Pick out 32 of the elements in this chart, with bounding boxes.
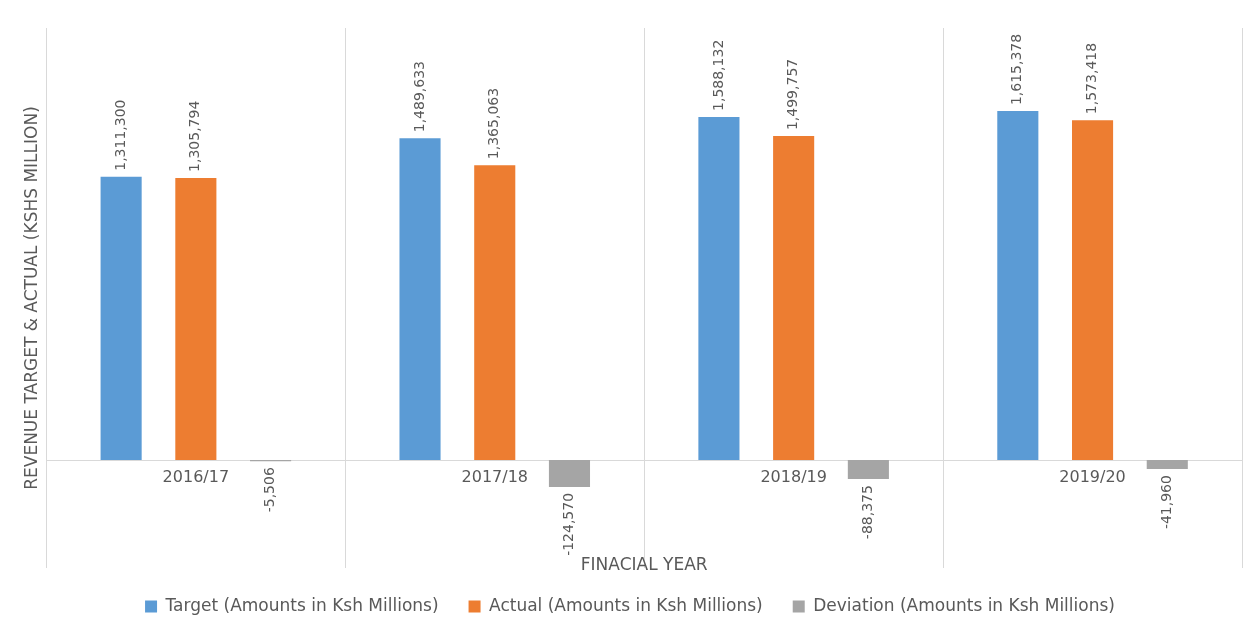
data-label: 1,365,063 <box>485 87 502 160</box>
legend-label: Target (Amounts in Ksh Millions) <box>164 594 439 615</box>
y-axis-title: REVENUE TARGET & ACTUAL (KSHS MILLION) <box>20 106 41 490</box>
bar <box>847 460 889 480</box>
x-tick-label: 2017/18 <box>461 466 528 486</box>
bar <box>474 165 516 460</box>
x-tick-label: 2019/20 <box>1059 466 1126 486</box>
data-label: 1,615,378 <box>1008 33 1025 106</box>
data-label: -41,960 <box>1157 475 1174 530</box>
legend-label: Actual (Amounts in Ksh Millions) <box>489 594 763 615</box>
x-axis-title: FINACIAL YEAR <box>580 553 708 574</box>
data-label: 1,588,132 <box>709 39 726 111</box>
bar <box>773 136 815 460</box>
bar <box>175 177 217 460</box>
data-label: 1,489,633 <box>410 60 427 133</box>
data-label: 1,573,418 <box>1083 42 1100 115</box>
data-label: -88,375 <box>859 485 876 540</box>
x-tick-label: 2018/19 <box>760 466 827 486</box>
data-label: -5,506 <box>261 467 278 513</box>
bar <box>399 138 441 460</box>
bar <box>997 111 1039 460</box>
bar <box>100 176 142 460</box>
bar <box>1072 120 1114 460</box>
data-label: 1,499,757 <box>784 58 801 131</box>
data-label: -124,570 <box>560 492 577 556</box>
data-label: 1,311,300 <box>111 99 128 171</box>
bar <box>698 116 740 460</box>
bar <box>1146 460 1188 470</box>
bar <box>548 460 591 487</box>
x-tick-label: 2016/17 <box>162 466 230 486</box>
legend-label: Deviation (Amounts in Ksh Millions) <box>813 594 1115 615</box>
data-label: 1,305,794 <box>186 100 203 172</box>
